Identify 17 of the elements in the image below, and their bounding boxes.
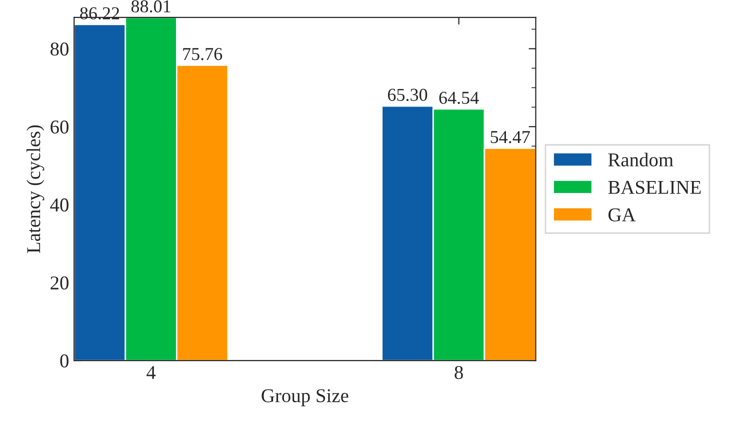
data-label: 65.30 [388,88,428,102]
data-label: 64.54 [439,92,479,104]
legend-label: Random [608,152,674,166]
data-label: 54.47 [490,131,530,144]
y-axis-title: Latency (cycles) [26,125,44,253]
data-label: 75.76 [183,48,222,60]
x-tick-label: 4 [146,366,156,379]
y-tick-label: 60 [50,120,68,134]
x-axis-title: Group Size [262,389,348,406]
y-tick-label: 80 [50,42,68,56]
x-tick-label: 8 [454,366,463,380]
legend-label: BASELINE [608,180,701,194]
legend-label: GA [608,208,636,222]
y-tick-label: 20 [50,276,68,290]
y-tick-label: 0 [60,354,68,368]
y-tick-label: 40 [50,198,68,212]
data-label: 88.01 [131,0,170,13]
